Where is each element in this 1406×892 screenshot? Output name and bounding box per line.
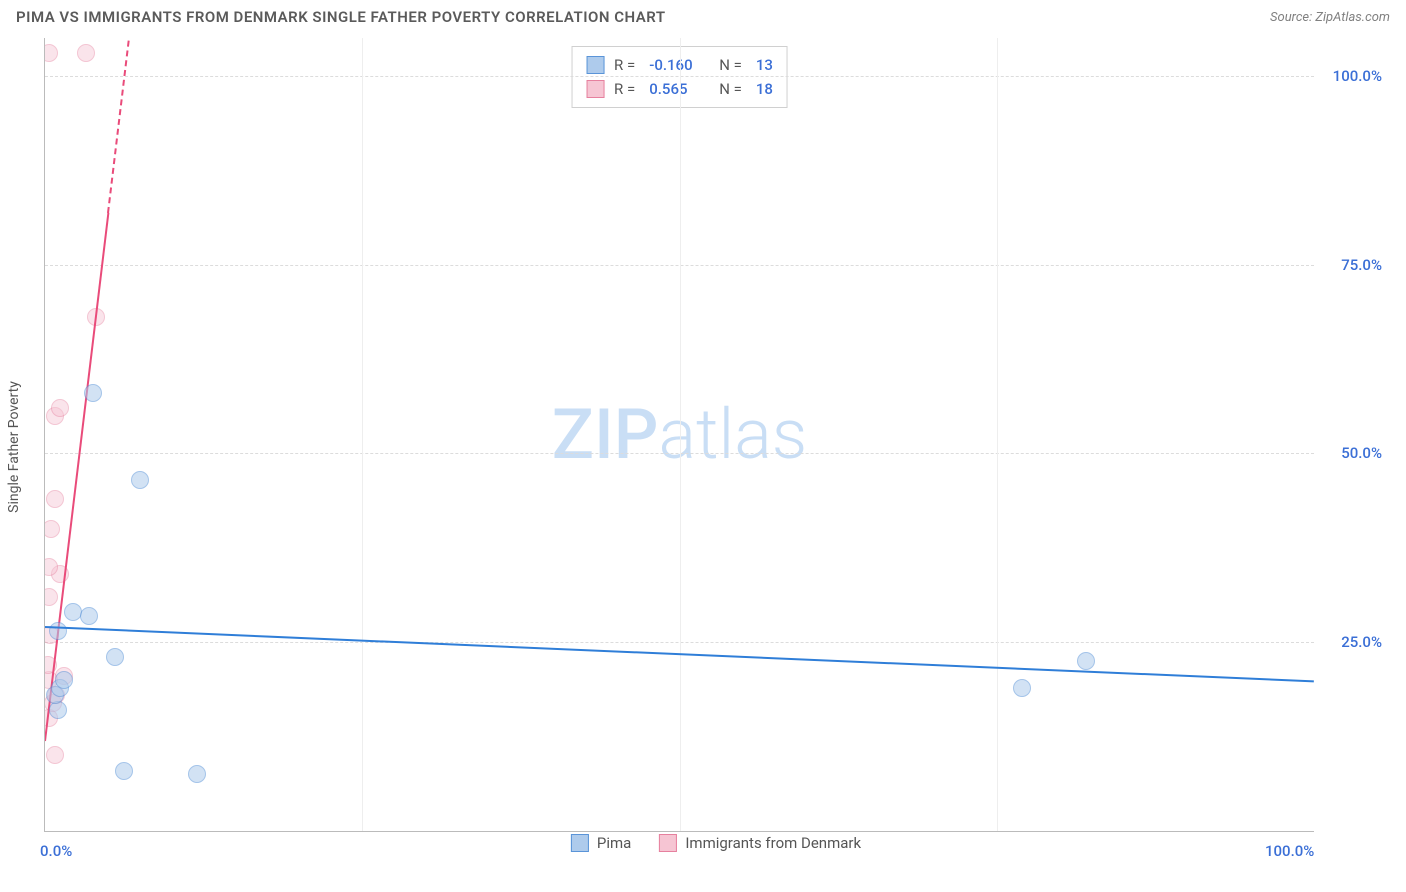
data-point bbox=[188, 765, 206, 783]
legend-n-value: 18 bbox=[756, 77, 773, 101]
data-point bbox=[1077, 652, 1095, 670]
legend-r-label: R = bbox=[614, 53, 635, 77]
data-point bbox=[49, 701, 67, 719]
data-point bbox=[77, 44, 95, 62]
y-tick-label: 75.0% bbox=[1341, 256, 1382, 274]
data-point bbox=[1013, 679, 1031, 697]
trend-line bbox=[44, 213, 109, 742]
trend-line-dashed bbox=[107, 38, 134, 213]
legend-n-label: N = bbox=[719, 77, 742, 101]
y-tick-label: 100.0% bbox=[1333, 67, 1382, 85]
data-point bbox=[49, 622, 67, 640]
x-tick-label: 100.0% bbox=[1265, 842, 1314, 860]
chart-source: Source: ZipAtlas.com bbox=[1270, 10, 1390, 25]
data-point bbox=[44, 520, 60, 538]
legend-swatch bbox=[571, 834, 589, 852]
y-axis-label: Single Father Poverty bbox=[6, 381, 22, 513]
data-point bbox=[46, 746, 64, 764]
gridline-v bbox=[362, 38, 363, 831]
gridline-v bbox=[997, 38, 998, 831]
legend-series-label: Pima bbox=[597, 834, 631, 852]
legend-bottom: Pima Immigrants from Denmark bbox=[571, 834, 861, 852]
y-tick-label: 50.0% bbox=[1341, 444, 1382, 462]
y-tick-label: 25.0% bbox=[1341, 633, 1382, 651]
data-point bbox=[46, 490, 64, 508]
legend-n-label: N = bbox=[719, 53, 742, 77]
legend-series-item: Immigrants from Denmark bbox=[659, 834, 861, 852]
legend-series-label: Immigrants from Denmark bbox=[685, 834, 861, 852]
gridline-v bbox=[680, 38, 681, 831]
legend-swatch bbox=[586, 80, 604, 98]
data-point bbox=[80, 607, 98, 625]
data-point bbox=[64, 603, 82, 621]
data-point bbox=[115, 762, 133, 780]
data-point bbox=[44, 588, 58, 606]
legend-swatch bbox=[659, 834, 677, 852]
watermark-light: atlas bbox=[658, 394, 807, 476]
data-point bbox=[55, 671, 73, 689]
legend-series-item: Pima bbox=[571, 834, 631, 852]
legend-r-label: R = bbox=[614, 77, 635, 101]
legend-n-value: 13 bbox=[756, 53, 773, 77]
legend-swatch bbox=[586, 56, 604, 74]
x-tick-label: 0.0% bbox=[40, 842, 72, 860]
data-point bbox=[51, 399, 69, 417]
watermark-bold: ZIP bbox=[552, 394, 659, 476]
data-point bbox=[106, 648, 124, 666]
data-point bbox=[131, 471, 149, 489]
plot-area: ZIPatlas R =-0.160N =13R = 0.565N =18 bbox=[44, 38, 1314, 832]
data-point bbox=[44, 44, 58, 62]
chart-title: PIMA VS IMMIGRANTS FROM DENMARK SINGLE F… bbox=[16, 8, 666, 26]
chart-container: Single Father Poverty ZIPatlas R =-0.160… bbox=[38, 38, 1394, 856]
data-point bbox=[84, 384, 102, 402]
